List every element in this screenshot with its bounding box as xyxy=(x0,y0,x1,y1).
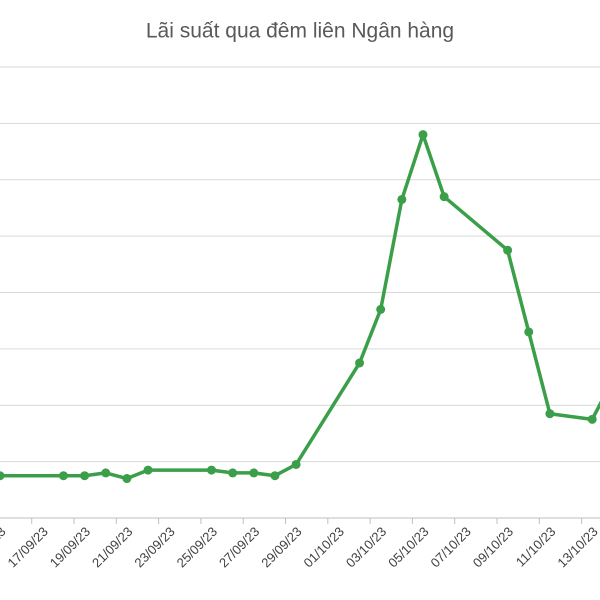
data-point xyxy=(143,465,153,475)
data-point xyxy=(58,471,68,481)
data-point xyxy=(545,409,555,419)
data-point xyxy=(207,465,216,475)
data-point xyxy=(291,459,301,469)
x-tick-label: 29/09/23 xyxy=(258,524,304,570)
x-tick-label: 27/09/23 xyxy=(216,524,262,570)
data-point xyxy=(270,471,280,481)
data-point xyxy=(418,130,428,140)
x-tick-label: 09/10/23 xyxy=(470,524,516,570)
x-tick-label: 21/09/23 xyxy=(89,524,135,570)
x-tick-label: 05/10/23 xyxy=(385,524,431,570)
x-tick-label: 01/10/23 xyxy=(301,524,347,570)
x-tick-label: 03/10/23 xyxy=(343,524,389,570)
data-point xyxy=(249,468,259,478)
plot-area: 15/09/2317/09/2319/09/2321/09/2323/09/23… xyxy=(0,66,600,570)
data-line xyxy=(0,132,600,481)
x-tick-label: 11/10/23 xyxy=(513,524,559,570)
data-point xyxy=(0,471,5,481)
x-tick-label: 25/09/23 xyxy=(174,524,220,570)
x-tick-label: 07/10/23 xyxy=(427,524,473,570)
x-tick-label: 17/09/23 xyxy=(4,524,50,570)
chart-title: Lãi suất qua đêm liên Ngân hàng xyxy=(146,20,454,43)
data-point xyxy=(439,192,449,202)
data-point xyxy=(80,471,90,481)
data-point xyxy=(228,468,238,478)
data-point xyxy=(122,474,132,484)
data-point xyxy=(587,414,597,424)
data-point xyxy=(397,194,407,204)
x-tick-label: 23/09/23 xyxy=(131,524,177,570)
x-tick-label: 13/10/23 xyxy=(554,524,600,570)
data-point xyxy=(524,327,534,337)
x-tick-label: 19/09/23 xyxy=(47,524,93,570)
data-point xyxy=(355,358,365,368)
data-point xyxy=(376,304,386,314)
x-tick-label: 15/10/23 xyxy=(597,524,600,570)
data-point xyxy=(503,245,513,255)
data-point xyxy=(101,468,111,478)
